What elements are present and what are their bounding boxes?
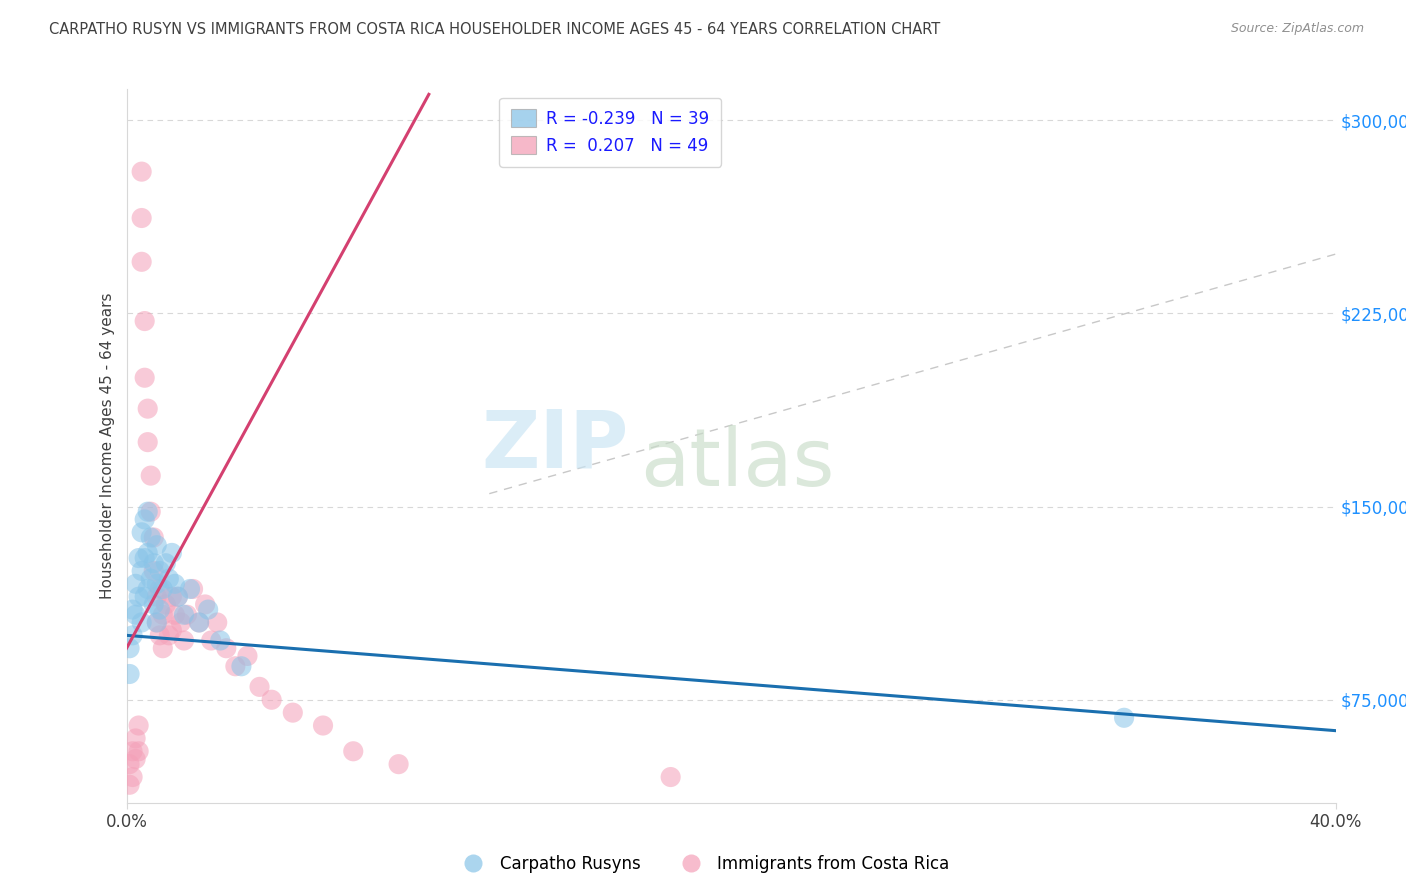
Point bbox=[121, 744, 143, 758]
Point bbox=[1114, 711, 1136, 725]
Point bbox=[139, 468, 162, 483]
Point bbox=[136, 582, 159, 596]
Point bbox=[388, 757, 411, 772]
Point bbox=[149, 628, 172, 642]
Point bbox=[131, 211, 153, 225]
Point bbox=[149, 582, 172, 596]
Point bbox=[231, 659, 253, 673]
Point bbox=[188, 615, 211, 630]
Point bbox=[163, 577, 186, 591]
Point bbox=[124, 607, 146, 622]
Point bbox=[121, 628, 143, 642]
Point bbox=[131, 164, 153, 178]
Point bbox=[342, 744, 364, 758]
Point bbox=[167, 590, 190, 604]
Point bbox=[142, 556, 165, 570]
Point bbox=[170, 615, 193, 630]
Point bbox=[128, 551, 150, 566]
Point bbox=[197, 602, 219, 616]
Point bbox=[136, 435, 159, 450]
Point bbox=[139, 505, 162, 519]
Point bbox=[136, 401, 159, 416]
Point bbox=[118, 641, 141, 656]
Point bbox=[142, 564, 165, 578]
Point bbox=[118, 778, 141, 792]
Point bbox=[128, 718, 150, 732]
Point bbox=[260, 692, 283, 706]
Point bbox=[173, 633, 195, 648]
Point bbox=[118, 757, 141, 772]
Point bbox=[312, 718, 335, 732]
Point bbox=[224, 659, 246, 673]
Text: CARPATHO RUSYN VS IMMIGRANTS FROM COSTA RICA HOUSEHOLDER INCOME AGES 45 - 64 YEA: CARPATHO RUSYN VS IMMIGRANTS FROM COSTA … bbox=[49, 22, 941, 37]
Point bbox=[134, 314, 156, 328]
Point bbox=[249, 680, 271, 694]
Point bbox=[128, 590, 150, 604]
Point bbox=[167, 590, 190, 604]
Point bbox=[200, 633, 222, 648]
Point bbox=[209, 633, 232, 648]
Point bbox=[659, 770, 682, 784]
Point bbox=[205, 615, 228, 630]
Point bbox=[124, 731, 146, 746]
Point bbox=[142, 598, 165, 612]
Point bbox=[155, 556, 177, 570]
Point bbox=[131, 564, 153, 578]
Point bbox=[157, 628, 180, 642]
Point bbox=[146, 538, 169, 552]
Point bbox=[131, 525, 153, 540]
Text: atlas: atlas bbox=[641, 425, 835, 503]
Point bbox=[152, 582, 174, 596]
Point bbox=[146, 577, 169, 591]
Point bbox=[160, 623, 183, 637]
Point bbox=[121, 602, 143, 616]
Point bbox=[215, 641, 238, 656]
Point bbox=[173, 607, 195, 622]
Point bbox=[155, 598, 177, 612]
Point bbox=[131, 255, 153, 269]
Point bbox=[136, 505, 159, 519]
Point bbox=[131, 615, 153, 630]
Point bbox=[124, 752, 146, 766]
Point bbox=[176, 607, 198, 622]
Point bbox=[149, 564, 172, 578]
Point bbox=[121, 770, 143, 784]
Point bbox=[160, 590, 183, 604]
Point bbox=[146, 615, 169, 630]
Point bbox=[134, 590, 156, 604]
Point bbox=[163, 607, 186, 622]
Point bbox=[142, 531, 165, 545]
Point bbox=[136, 546, 159, 560]
Point bbox=[194, 598, 217, 612]
Point bbox=[134, 512, 156, 526]
Point bbox=[146, 590, 169, 604]
Point bbox=[157, 572, 180, 586]
Point bbox=[160, 546, 183, 560]
Point bbox=[124, 577, 146, 591]
Point bbox=[236, 648, 259, 663]
Point bbox=[181, 582, 204, 596]
Legend: Carpatho Rusyns, Immigrants from Costa Rica: Carpatho Rusyns, Immigrants from Costa R… bbox=[450, 848, 956, 880]
Point bbox=[149, 602, 172, 616]
Point bbox=[134, 551, 156, 566]
Text: ZIP: ZIP bbox=[481, 407, 628, 485]
Point bbox=[134, 370, 156, 384]
Text: Source: ZipAtlas.com: Source: ZipAtlas.com bbox=[1230, 22, 1364, 36]
Point bbox=[152, 641, 174, 656]
Point bbox=[128, 744, 150, 758]
Point bbox=[188, 615, 211, 630]
Legend: R = -0.239   N = 39, R =  0.207   N = 49: R = -0.239 N = 39, R = 0.207 N = 49 bbox=[499, 97, 721, 167]
Point bbox=[146, 615, 169, 630]
Point bbox=[118, 667, 141, 681]
Y-axis label: Householder Income Ages 45 - 64 years: Householder Income Ages 45 - 64 years bbox=[100, 293, 115, 599]
Point bbox=[152, 607, 174, 622]
Point bbox=[139, 572, 162, 586]
Point bbox=[281, 706, 304, 720]
Point bbox=[139, 531, 162, 545]
Point bbox=[179, 582, 201, 596]
